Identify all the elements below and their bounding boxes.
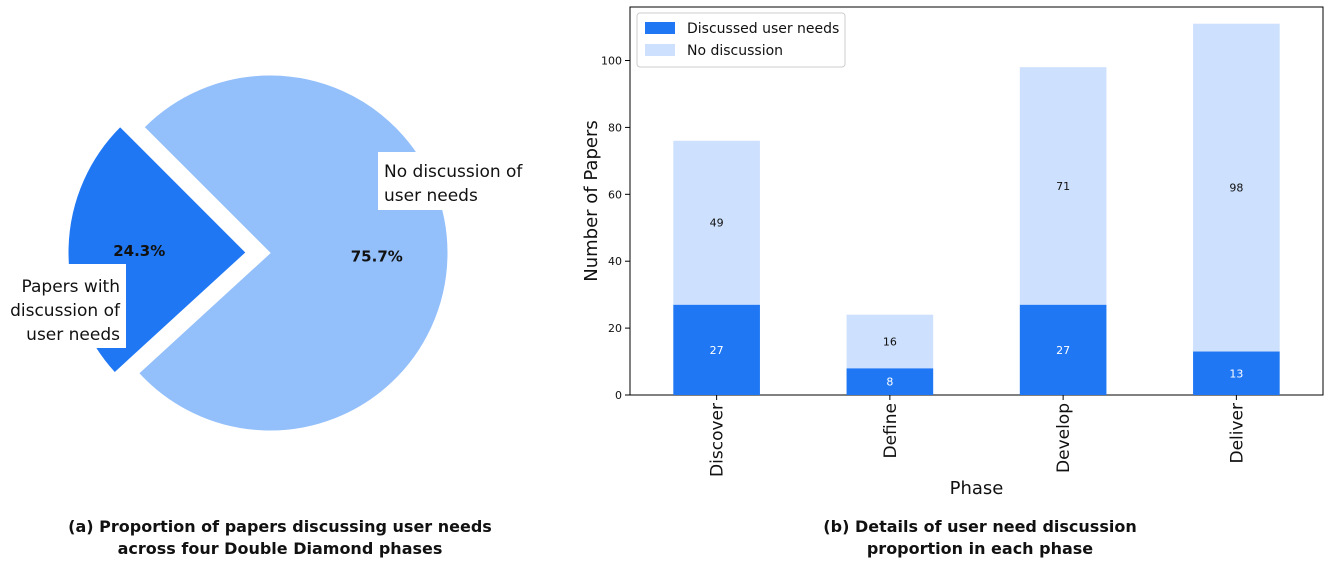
bar-value-label: 98 [1229, 182, 1243, 195]
bar-value-label: 16 [883, 335, 897, 348]
pie-slice-label: No discussion of [384, 162, 523, 182]
bar-value-label: 49 [710, 217, 724, 230]
bar-segment [1193, 23, 1280, 352]
caption-pie-line-2: across four Double Diamond phases [117, 539, 443, 558]
caption-pie-line-1: (a) Proportion of papers discussing user… [68, 517, 492, 536]
pie-slice-label: user needs [384, 186, 478, 206]
bar-segment [846, 314, 934, 369]
caption-bar-line-2: proportion in each phase [866, 539, 1094, 558]
y-tick-label: 20 [608, 322, 622, 335]
y-tick-label: 60 [608, 188, 622, 201]
pie-label-box [6, 264, 126, 348]
pie-slice-label: Papers with [22, 277, 120, 297]
bar-segment [1019, 304, 1107, 395]
legend-label: No discussion [687, 43, 783, 59]
plot-frame [629, 6, 1324, 396]
x-tick-label: Develop [1054, 403, 1074, 473]
bar-value-label: 27 [710, 344, 724, 357]
bar-segment [1193, 351, 1280, 395]
bar-value-label: 8 [886, 376, 893, 389]
x-tick-label: Deliver [1227, 403, 1247, 464]
legend-box [636, 12, 846, 68]
y-tick-label: 40 [608, 255, 622, 268]
pie-chart: 24.3% 75.7% Papers with discussion of user n… [6, 74, 530, 432]
legend-label: Discussed user needs [687, 21, 839, 37]
x-tick-label: Define [881, 403, 901, 459]
bar-segment [673, 304, 760, 395]
pie-slice [138, 74, 449, 432]
bar-value-label: 13 [1229, 367, 1243, 380]
y-axis-label: Number of Papers [581, 120, 602, 281]
x-axis-label: Phase [950, 478, 1004, 499]
bar-segment [673, 140, 760, 305]
bar-segment [1019, 67, 1107, 305]
x-tick-label: Discover [708, 403, 728, 477]
caption-bar-line-1: (b) Details of user need discussion [823, 517, 1137, 536]
pie-slice-label: user needs [26, 325, 120, 345]
bar-value-label: 71 [1056, 180, 1070, 193]
bar-value-label: 27 [1056, 344, 1070, 357]
pie-slice-label: discussion of [10, 301, 121, 321]
pie-pct-label: 75.7% [351, 247, 403, 265]
legend-swatch [645, 44, 675, 56]
y-tick-label: 100 [601, 55, 622, 68]
caption-pie: (a) Proportion of papers discussing user… [40, 516, 520, 560]
stacked-bar-chart: 0 20 40 60 80 100 27 49 Discover 8 16 Define 27 71 Dev… [581, 6, 1324, 499]
pie-pct-label: 24.3% [113, 242, 165, 260]
bar-segment [846, 368, 934, 395]
y-tick-label: 80 [608, 121, 622, 134]
y-tick-label: 0 [615, 389, 622, 402]
pie-label-box [378, 152, 530, 210]
caption-bar: (b) Details of user need discussion prop… [730, 516, 1230, 560]
legend-swatch [645, 22, 675, 34]
